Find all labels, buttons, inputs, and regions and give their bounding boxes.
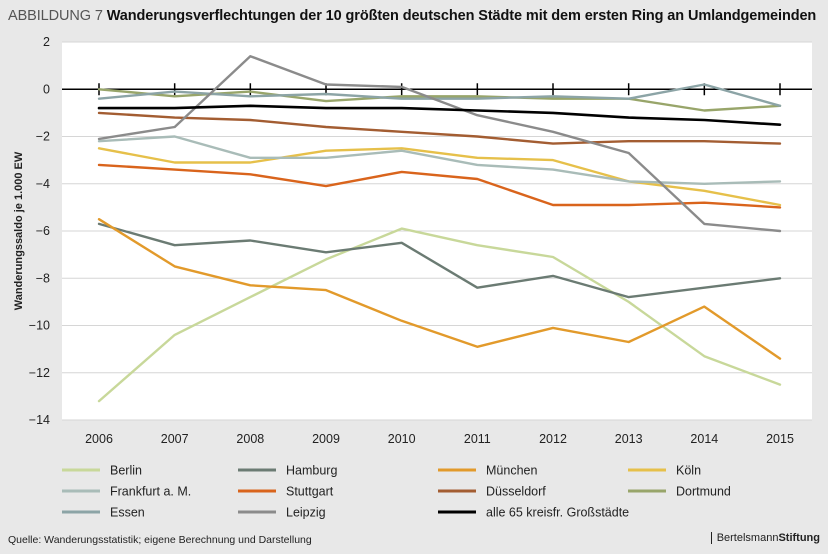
legend-label: München (486, 464, 537, 478)
series-line (97, 222, 782, 299)
legend-label: Düsseldorf (486, 485, 546, 499)
x-tick-label: 2008 (236, 432, 264, 446)
brand-logo: BertelsmannStiftung (710, 532, 820, 544)
legend-label: Berlin (110, 464, 142, 478)
series-line (97, 111, 782, 145)
y-tick-label: −10 (29, 319, 50, 333)
series-line (97, 217, 782, 360)
legend-label: Hamburg (286, 464, 337, 478)
series-line (97, 55, 782, 233)
x-tick-label: 2010 (388, 432, 416, 446)
y-tick-label: −4 (36, 177, 50, 191)
y-tick-label: −12 (29, 366, 50, 380)
y-tick-label: −14 (29, 413, 50, 427)
x-tick-label: 2007 (161, 432, 189, 446)
series-line (97, 104, 782, 126)
legend-label: Frankfurt a. M. (110, 485, 191, 499)
y-tick-label: 2 (43, 35, 50, 49)
y-axis-label: Wanderungssaldo je 1.000 EW (13, 151, 25, 310)
series-line (97, 227, 782, 403)
y-tick-label: 0 (43, 82, 50, 96)
x-tick-label: 2015 (766, 432, 794, 446)
legend-label: Essen (110, 506, 145, 520)
source-note: Quelle: Wanderungsstatistik; eigene Bere… (8, 534, 312, 546)
x-tick-label: 2011 (464, 432, 491, 446)
x-tick-label: 2013 (615, 432, 643, 446)
y-tick-label: −8 (36, 271, 50, 285)
chart-title: ABBILDUNG 7 Wanderungsverflechtungen der… (8, 8, 823, 24)
figure-label: ABBILDUNG 7 (8, 8, 103, 24)
series-line (97, 83, 782, 108)
x-tick-label: 2009 (312, 432, 340, 446)
legend-label: Dortmund (676, 485, 731, 499)
legend-label: Stuttgart (286, 485, 334, 499)
x-tick-label: 2006 (85, 432, 113, 446)
x-tick-label: 2014 (690, 432, 718, 446)
series-line (97, 135, 782, 186)
brand-text-2: Stiftung (778, 532, 820, 544)
legend-label: alle 65 kreisfr. Großstädte (486, 506, 629, 520)
legend-label: Köln (676, 464, 701, 478)
y-tick-label: −2 (36, 130, 50, 144)
title-text: Wanderungsverflechtungen der 10 größten … (106, 8, 817, 24)
legend-label: Leipzig (286, 506, 326, 520)
x-tick-label: 2012 (539, 432, 567, 446)
series-line (97, 147, 782, 207)
y-tick-label: −6 (36, 224, 50, 238)
brand-text-1: Bertelsmann (716, 532, 779, 544)
series-line (97, 163, 782, 209)
